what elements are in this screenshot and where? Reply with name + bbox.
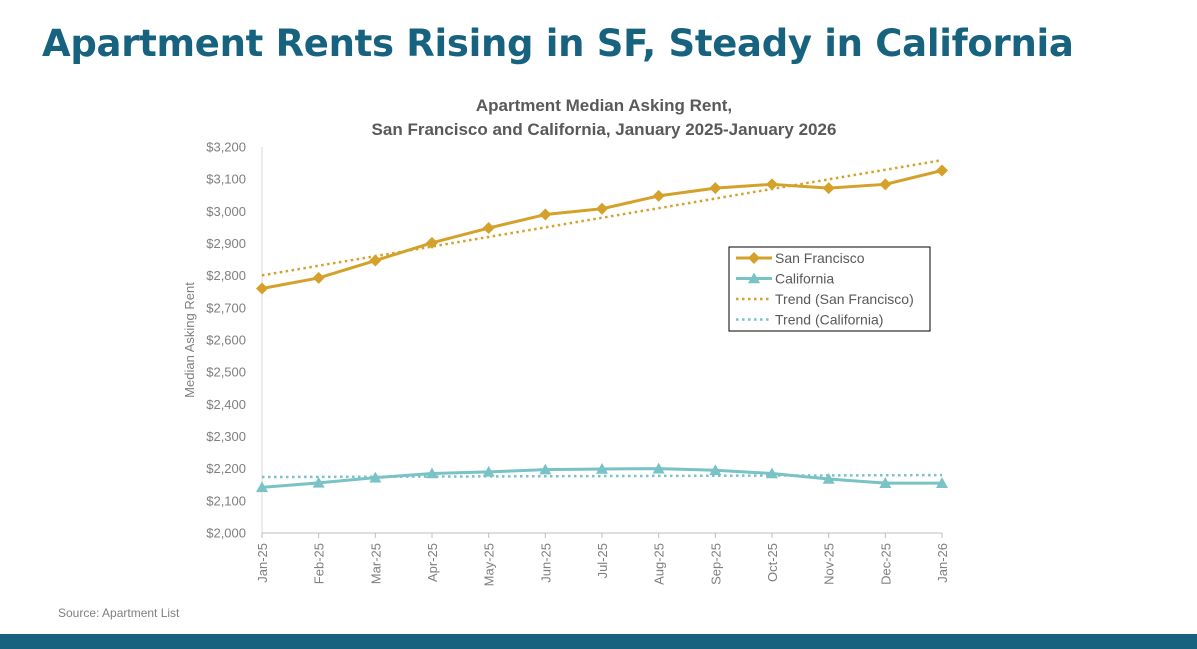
legend-box xyxy=(728,246,931,332)
data-point-san-francisco xyxy=(312,271,325,284)
legend-swatch-marker xyxy=(748,252,760,264)
data-point-california xyxy=(879,477,892,488)
data-point-california xyxy=(369,471,382,483)
data-point-california xyxy=(709,464,722,476)
legend-swatch-marker xyxy=(748,272,760,284)
slide-title: Apartment Rents Rising in SF, Steady in … xyxy=(42,22,1074,65)
y-tick-label: $2,300 xyxy=(206,429,246,444)
data-point-san-francisco xyxy=(652,189,665,202)
data-point-san-francisco xyxy=(822,182,835,195)
data-point-california xyxy=(539,463,552,475)
chart-title-line: Apartment Median Asking Rent, xyxy=(476,96,732,115)
legend-label: California xyxy=(775,271,834,287)
data-point-san-francisco xyxy=(596,202,608,215)
x-tick-label: Dec-25 xyxy=(878,543,893,585)
data-point-san-francisco xyxy=(879,178,892,191)
data-point-san-francisco xyxy=(369,254,382,267)
y-tick-label: $2,700 xyxy=(206,300,246,315)
x-tick-label: May-25 xyxy=(482,543,497,586)
x-tick-label: Jan-25 xyxy=(255,543,270,583)
data-point-california xyxy=(482,465,495,477)
trend-line-california xyxy=(261,473,943,479)
y-tick-label: $3,100 xyxy=(206,172,246,187)
y-tick-label: $3,000 xyxy=(206,204,246,219)
x-tick-label: Oct-25 xyxy=(765,543,780,582)
x-tick-label: Apr-25 xyxy=(425,543,440,582)
data-point-california xyxy=(596,462,608,474)
x-tick-label: Sep-25 xyxy=(708,543,723,585)
data-point-san-francisco xyxy=(256,282,268,295)
footer-bar xyxy=(0,634,1197,649)
data-point-san-francisco xyxy=(426,236,438,249)
y-tick-label: $2,400 xyxy=(206,397,246,412)
rent-line-chart: Apartment Median Asking Rent, San Francis… xyxy=(182,96,950,586)
y-tick-label: $3,200 xyxy=(206,140,246,155)
source-note: Source: Apartment List xyxy=(58,606,180,620)
y-tick-label: $2,200 xyxy=(206,461,246,476)
y-tick-label: $2,500 xyxy=(206,365,246,380)
y-tick-label: $2,600 xyxy=(206,333,246,348)
y-axis-label: Median Asking Rent xyxy=(182,282,197,398)
data-point-san-francisco xyxy=(766,178,778,191)
y-tick-label: $2,900 xyxy=(206,236,246,251)
y-tick-label: $2,100 xyxy=(206,493,246,508)
legend-label: San Francisco xyxy=(775,250,865,266)
data-point-san-francisco xyxy=(482,222,495,235)
x-tick-label: Jun-25 xyxy=(538,543,553,583)
data-point-california xyxy=(766,467,778,479)
data-point-california xyxy=(426,467,438,479)
data-point-san-francisco xyxy=(936,164,948,177)
x-tick-label: Aug-25 xyxy=(652,543,667,585)
y-tick-label: $2,000 xyxy=(206,526,246,541)
legend-label: Trend (California) xyxy=(775,312,883,328)
x-tick-label: Jan-26 xyxy=(935,543,950,583)
x-tick-label: Feb-25 xyxy=(312,543,327,584)
chart-title-line: San Francisco and California, January 20… xyxy=(372,120,837,139)
data-point-california xyxy=(652,462,665,474)
x-tick-label: Jul-25 xyxy=(595,543,610,578)
x-tick-label: Mar-25 xyxy=(368,543,383,584)
x-tick-label: Nov-25 xyxy=(822,543,837,585)
data-point-california xyxy=(256,481,268,493)
legend-label: Trend (San Francisco) xyxy=(775,291,914,307)
data-point-california xyxy=(822,472,835,484)
data-point-california xyxy=(936,477,948,488)
data-point-california xyxy=(312,476,325,488)
data-point-san-francisco xyxy=(709,182,722,195)
y-tick-label: $2,800 xyxy=(206,268,246,283)
data-point-san-francisco xyxy=(539,208,552,221)
